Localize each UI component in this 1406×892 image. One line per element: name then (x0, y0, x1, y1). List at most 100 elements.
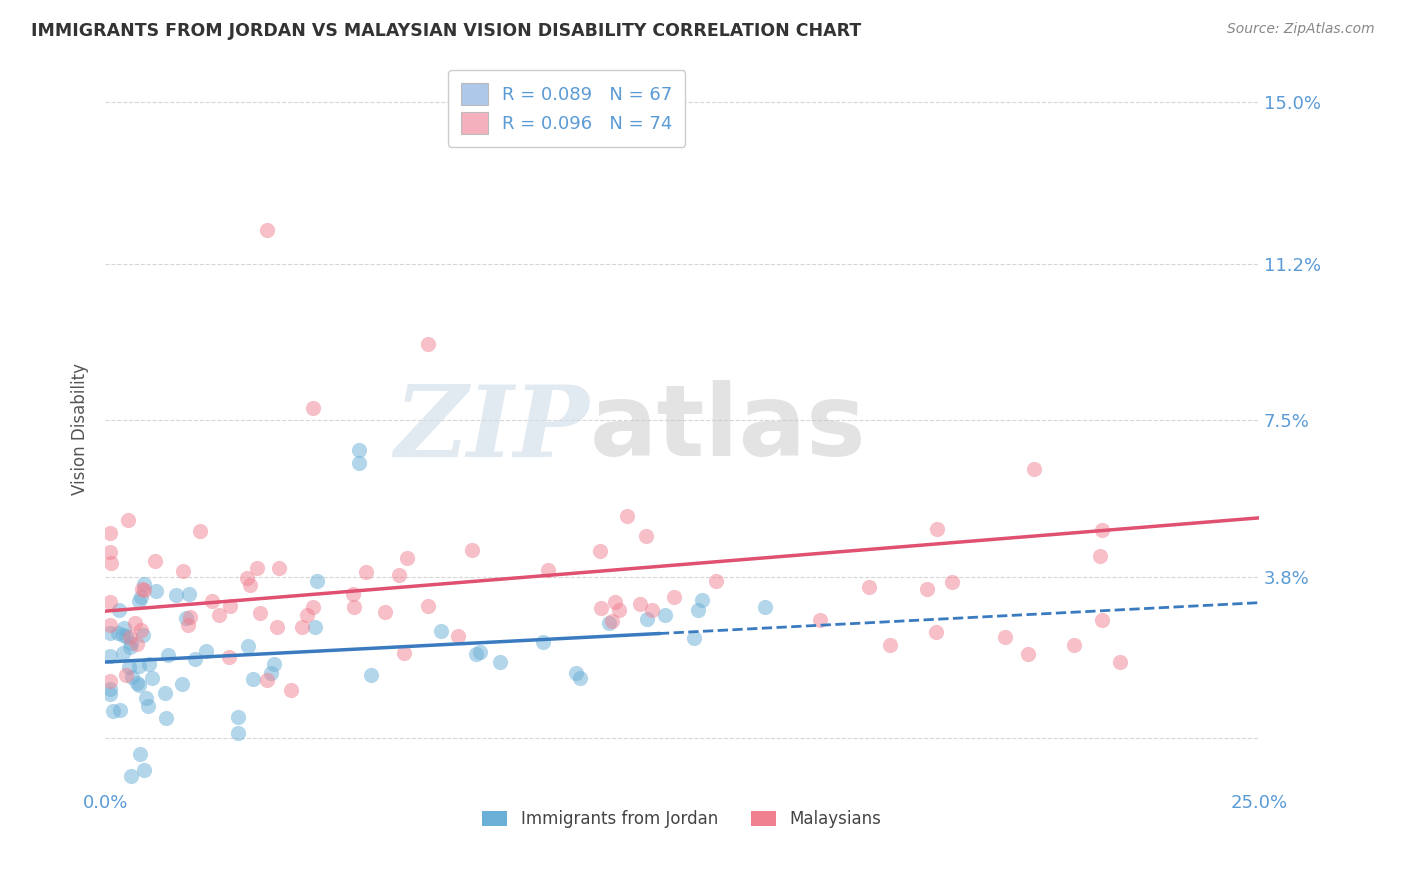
Point (112, 628, 135, 642)
Point (129, 624, 152, 638)
Point (236, 639, 259, 653)
Point (128, 594, 150, 608)
Text: Source: ZipAtlas.com: Source: ZipAtlas.com (1227, 22, 1375, 37)
Point (165, 589, 187, 603)
Point (636, 612, 658, 626)
Point (101, 704, 124, 718)
Point (1091, 613, 1114, 627)
Point (465, 647, 488, 661)
Point (172, 564, 194, 578)
Point (256, 222, 278, 236)
Point (915, 582, 938, 597)
Point (634, 529, 657, 543)
Point (218, 650, 240, 665)
Point (688, 603, 710, 617)
Point (416, 599, 439, 613)
Point (111, 646, 134, 660)
Point (174, 611, 197, 625)
Point (470, 645, 492, 659)
Point (418, 337, 440, 351)
Point (628, 598, 651, 612)
Point (925, 625, 948, 640)
Point (226, 710, 249, 724)
Point (1088, 549, 1111, 563)
Point (153, 686, 176, 700)
Point (461, 542, 484, 557)
Point (641, 603, 664, 617)
Point (132, 763, 155, 777)
Point (129, 590, 152, 604)
Point (131, 582, 153, 597)
Text: IMMIGRANTS FROM JORDAN VS MALAYSIAN VISION DISABILITY CORRELATION CHART: IMMIGRANTS FROM JORDAN VS MALAYSIAN VISI… (31, 22, 862, 40)
Point (531, 635, 554, 649)
Point (682, 632, 704, 646)
Point (591, 600, 613, 615)
Point (98, 525, 121, 540)
Point (132, 583, 155, 598)
Point (98, 648, 121, 663)
Point (145, 584, 167, 599)
Point (194, 644, 217, 658)
Point (858, 580, 880, 594)
Point (98, 545, 121, 559)
Point (754, 599, 776, 614)
Point (879, 638, 901, 652)
Point (447, 628, 470, 642)
Point (114, 668, 136, 682)
Point (188, 524, 211, 538)
Point (107, 626, 129, 640)
Point (128, 659, 150, 673)
Point (374, 605, 396, 619)
Point (263, 657, 285, 671)
Point (132, 576, 155, 591)
Point (128, 678, 150, 692)
Point (927, 522, 949, 536)
Point (131, 628, 153, 642)
Point (347, 443, 370, 458)
Point (1024, 461, 1046, 475)
Text: atlas: atlas (589, 380, 866, 477)
Point (98, 673, 121, 688)
Point (305, 574, 328, 589)
Point (112, 621, 135, 635)
Point (170, 677, 193, 691)
Point (704, 574, 727, 588)
Point (994, 630, 1017, 644)
Point (342, 587, 364, 601)
Point (600, 615, 623, 629)
Point (145, 554, 167, 568)
Point (598, 615, 620, 630)
Point (208, 607, 231, 622)
Point (354, 566, 377, 580)
Point (304, 620, 326, 634)
Point (1109, 655, 1132, 669)
Point (129, 747, 152, 761)
Point (108, 703, 131, 717)
Point (120, 769, 142, 783)
Point (242, 672, 264, 686)
Point (118, 631, 141, 645)
Point (136, 699, 159, 714)
Point (249, 606, 271, 620)
Point (280, 683, 302, 698)
Point (395, 551, 418, 566)
Point (177, 587, 200, 601)
Point (98, 682, 121, 697)
Point (98, 626, 121, 640)
Y-axis label: Vision Disability: Vision Disability (72, 363, 89, 495)
Point (616, 509, 638, 524)
Point (117, 513, 139, 527)
Point (141, 671, 163, 685)
Point (200, 594, 222, 608)
Point (295, 607, 318, 622)
Point (607, 602, 630, 616)
Point (157, 648, 180, 662)
Point (360, 667, 382, 681)
Point (179, 610, 201, 624)
Point (569, 671, 592, 685)
Point (98, 687, 121, 701)
Point (808, 613, 831, 627)
Point (107, 603, 129, 617)
Point (239, 578, 262, 592)
Point (236, 570, 259, 584)
